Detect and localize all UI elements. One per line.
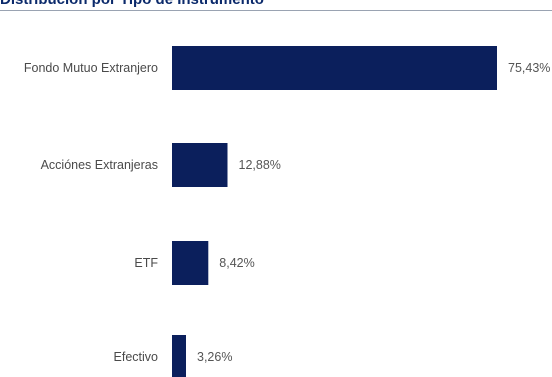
- bar: [172, 143, 228, 187]
- bar: [172, 241, 209, 285]
- category-label: Efectivo: [114, 350, 159, 364]
- value-label: 75,43%: [508, 61, 550, 75]
- value-label: 12,88%: [239, 158, 281, 172]
- bar: [172, 335, 186, 377]
- category-label: ETF: [134, 256, 158, 270]
- bar: [172, 46, 497, 90]
- title-divider: [0, 10, 552, 11]
- chart-title: Distribución por Tipo de Instrumento: [0, 0, 264, 9]
- category-label: Acciónes Extranjeras: [41, 158, 158, 172]
- value-label: 3,26%: [197, 350, 232, 364]
- category-label: Fondo Mutuo Extranjero: [24, 61, 158, 75]
- value-label: 8,42%: [219, 256, 254, 270]
